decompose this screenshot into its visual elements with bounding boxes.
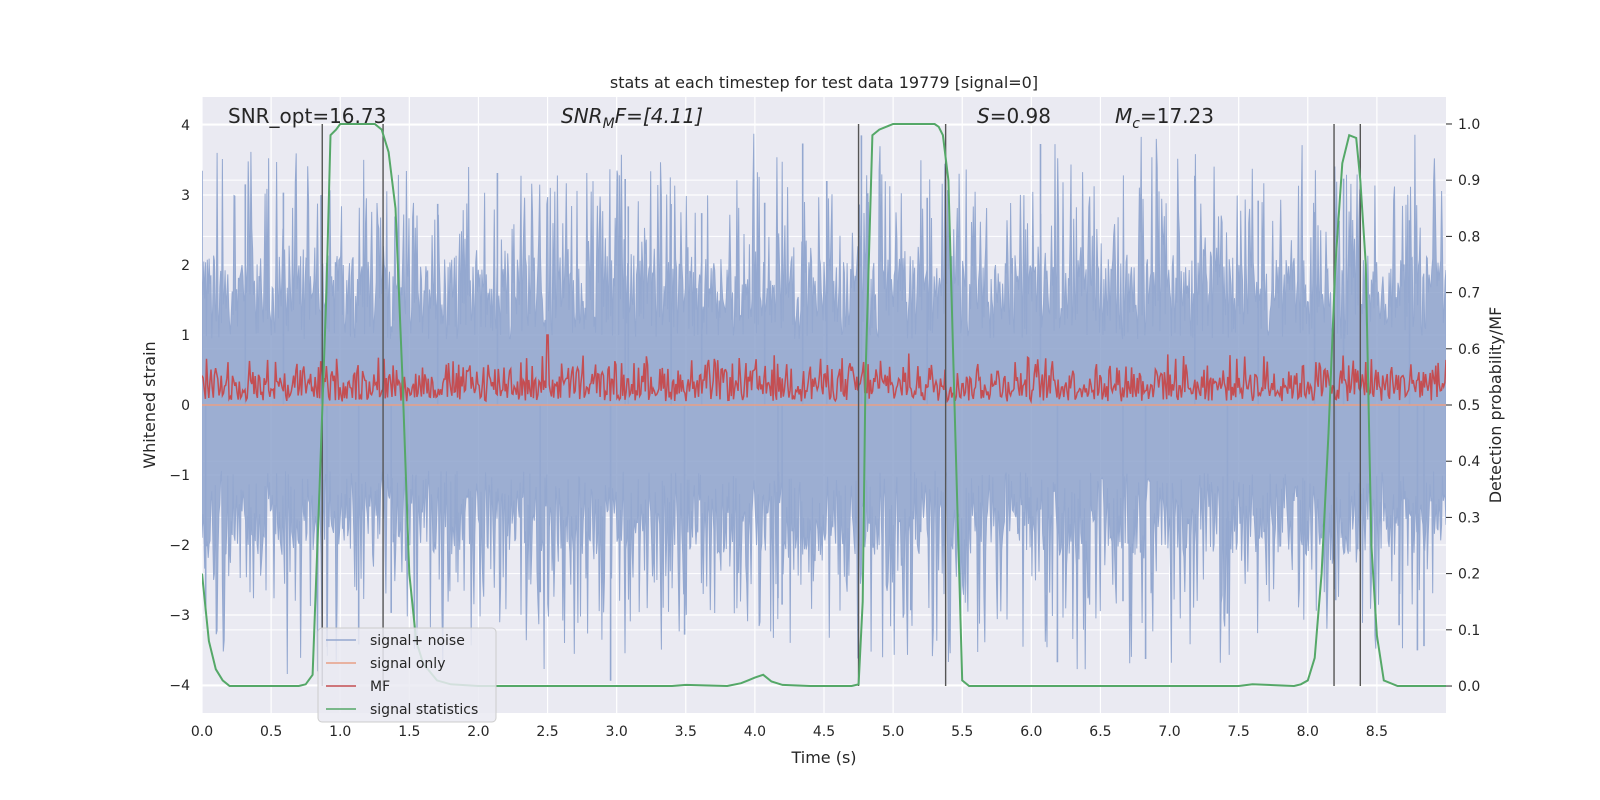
annotation-s: S=0.98	[977, 104, 1051, 128]
y2-tick-label: 0.5	[1458, 398, 1480, 414]
annotation-snr-mf-sub: M	[603, 116, 615, 132]
y-axis-right: 0.0 0.1 0.2 0.3 0.4 0.5 0.6 0.7 0.8 0.9 1.0	[1446, 117, 1480, 695]
y-tick-label: 2	[181, 258, 190, 274]
annotation-snr-mf-rest: F=[4.11]	[615, 104, 703, 128]
x-axis: 0.0 0.5 1.0 1.5 2.0 2.5 3.0 3.5 4.0 4.5 5.0 5.5 6.0 6…	[191, 724, 1388, 740]
annotation-mc-main: M	[1115, 104, 1132, 128]
y2-tick-label: 0.1	[1458, 623, 1480, 639]
x-tick-label: 7.5	[1228, 724, 1250, 740]
y-axis-label: Whitened strain	[140, 341, 159, 468]
x-tick-label: 6.0	[1020, 724, 1042, 740]
legend: signal+ noise signal only MF signal stat…	[317, 627, 497, 723]
annotation-snr-opt: SNR_opt=16.73	[228, 104, 386, 128]
y2-tick-label: 0.4	[1458, 454, 1480, 470]
y2-tick-label: 0.3	[1458, 510, 1480, 526]
x-tick-label: 7.0	[1158, 724, 1180, 740]
annotation-mc: Mc=17.23	[1115, 104, 1214, 132]
y2-tick-label: 1.0	[1458, 117, 1480, 133]
x-tick-label: 3.0	[606, 724, 628, 740]
x-tick-label: 4.0	[744, 724, 766, 740]
legend-label-mf: MF	[370, 679, 390, 695]
y2-axis-label: Detection probability/MF	[1486, 307, 1505, 504]
x-tick-label: 4.5	[813, 724, 835, 740]
x-tick-label: 6.5	[1089, 724, 1111, 740]
chart-title: stats at each timestep for test data 197…	[610, 73, 1038, 92]
annotations: SNR_opt=16.73 SNRMF=[4.11] S=0.98 Mc=17.…	[228, 104, 1214, 132]
x-tick-label: 0.5	[260, 724, 282, 740]
annotation-snr-mf-main: SNR	[561, 104, 603, 128]
signal-statistics-series	[202, 123, 1446, 688]
y2-tick-label: 0.8	[1458, 229, 1480, 245]
annotation-mc-sub: c	[1132, 116, 1140, 132]
vertical-markers	[321, 123, 1362, 687]
legend-label-noise: signal+ noise	[370, 633, 465, 649]
annotation-mc-rest: =17.23	[1140, 104, 1214, 128]
x-tick-label: 2.5	[536, 724, 558, 740]
x-tick-label: 5.5	[951, 724, 973, 740]
y-tick-label: 3	[181, 188, 190, 204]
y-axis-left: −4 −3 −2 −1 0 1 2 3 4	[169, 118, 190, 694]
y-tick-label: −2	[169, 538, 190, 554]
x-tick-label: 1.0	[329, 724, 351, 740]
y-tick-label: 4	[181, 118, 190, 134]
y2-tick-label: 0.7	[1458, 286, 1480, 302]
y2-tick-label: 0.6	[1458, 342, 1480, 358]
x-tick-label: 8.5	[1366, 724, 1388, 740]
legend-box	[317, 627, 497, 723]
legend-label-signal-statistics: signal statistics	[370, 702, 478, 718]
signal-plus-noise-spikes	[202, 135, 1425, 681]
y2-tick-label: 0.2	[1458, 567, 1480, 583]
y2-tick-label: 0.0	[1458, 679, 1480, 695]
signal-plus-noise-series	[202, 133, 1446, 675]
y-tick-label: 0	[181, 398, 190, 414]
mf-series	[202, 334, 1446, 405]
x-axis-label: Time (s)	[790, 748, 856, 767]
legend-label-signal-only: signal only	[370, 656, 445, 672]
annotation-s-main: S	[977, 104, 990, 128]
y-tick-label: −3	[169, 608, 190, 624]
x-tick-label: 1.5	[398, 724, 420, 740]
y-tick-label: −1	[169, 468, 190, 484]
y-tick-label: −4	[169, 678, 190, 694]
x-tick-label: 3.5	[675, 724, 697, 740]
y2-tick-label: 0.9	[1458, 173, 1480, 189]
x-tick-label: 0.0	[191, 724, 213, 740]
x-tick-label: 2.0	[467, 724, 489, 740]
annotation-snr-mf: SNRMF=[4.11]	[561, 104, 703, 132]
annotation-s-rest: =0.98	[990, 104, 1051, 128]
y-tick-label: 1	[181, 328, 190, 344]
x-tick-label: 5.0	[882, 724, 904, 740]
x-tick-label: 8.0	[1297, 724, 1319, 740]
